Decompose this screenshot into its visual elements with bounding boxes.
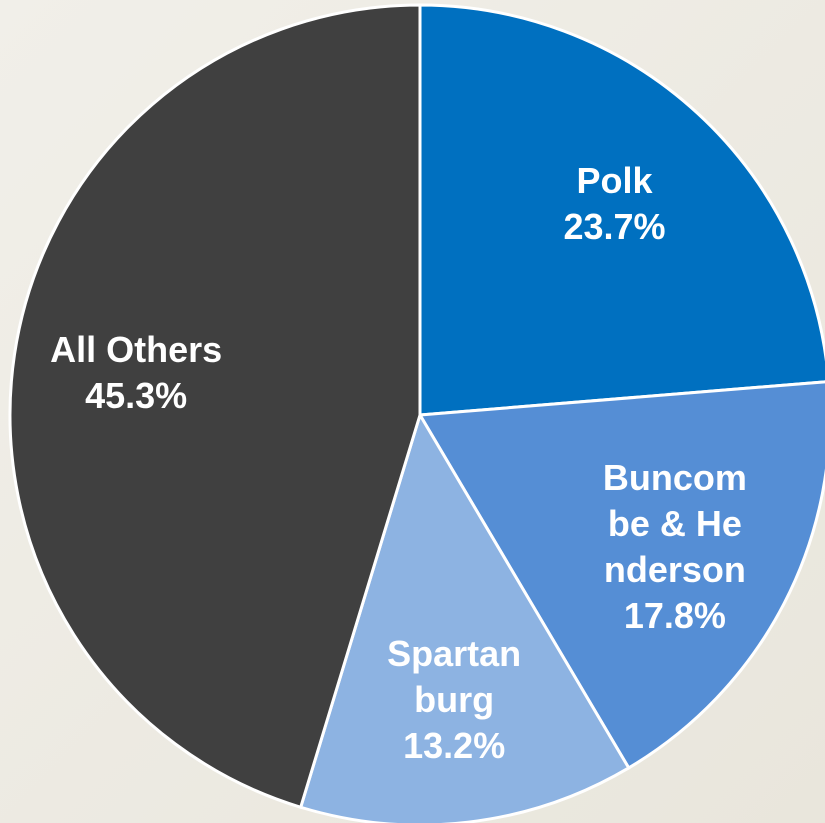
slice-value-label: 45.3% <box>85 374 188 416</box>
slice-label: Polk 23.7% <box>514 158 714 250</box>
slice-label: All Others 45.3% <box>36 327 236 419</box>
pie-slice <box>418 3 825 417</box>
slice-name: Buncombe & Henderson <box>602 456 747 590</box>
slice-value-label: 17.8% <box>623 594 726 636</box>
pie-slice <box>8 3 422 810</box>
slice-value-label: 23.7% <box>563 205 666 247</box>
pie-slice <box>417 380 825 770</box>
slice-label: Spartanburg 13.2% <box>379 631 529 769</box>
slice-value-label: 13.2% <box>403 724 506 766</box>
slice-label: Buncombe & Henderson 17.8% <box>600 455 750 639</box>
pie-slice <box>298 411 631 823</box>
slice-name: Spartanburg <box>387 632 522 720</box>
slice-name: Polk <box>576 159 653 201</box>
slice-name: All Others <box>50 328 223 370</box>
